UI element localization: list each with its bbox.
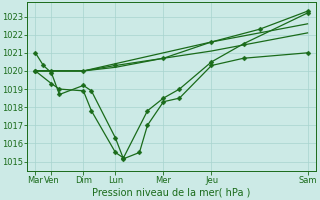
X-axis label: Pression niveau de la mer( hPa ): Pression niveau de la mer( hPa ) — [92, 188, 251, 198]
